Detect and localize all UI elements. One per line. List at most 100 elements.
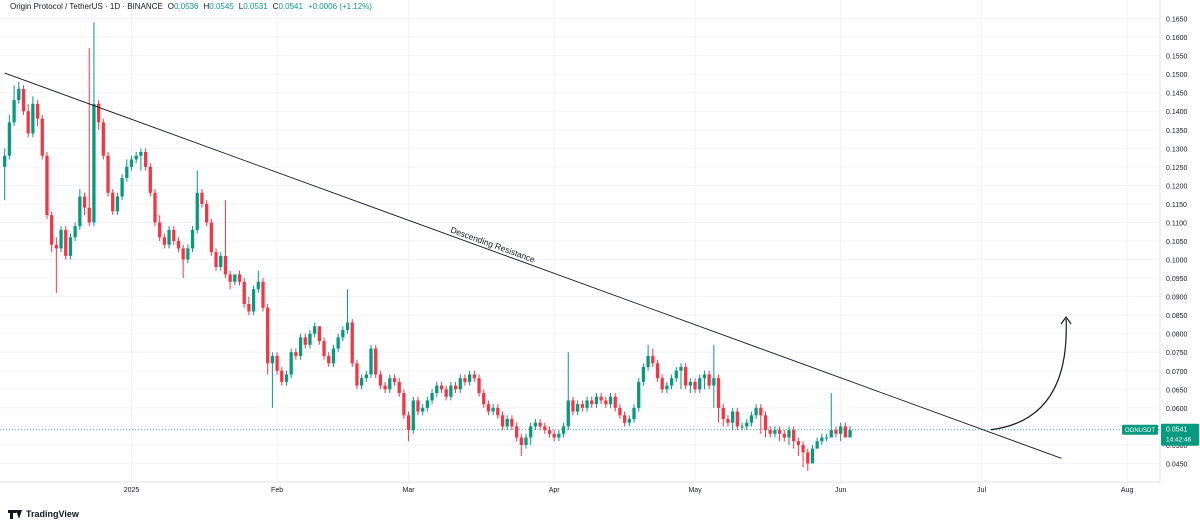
candle-body <box>604 400 608 405</box>
candle-body <box>26 111 30 134</box>
current-price-tag[interactable] <box>1161 423 1199 446</box>
time-axis[interactable]: 2025 Feb Mar Apr May Jun Jul Aug <box>0 481 1160 494</box>
price-tick-label: 0.1450 <box>1166 91 1188 98</box>
candle-body <box>613 396 617 408</box>
candle-body <box>200 192 204 204</box>
candle-body <box>158 222 162 238</box>
arrow-head-icon <box>1060 315 1072 325</box>
candle-body <box>17 88 21 101</box>
candle-body <box>486 404 491 412</box>
candle-body <box>35 103 40 119</box>
candle-body <box>425 400 430 408</box>
candle-body <box>406 415 411 431</box>
candle-body <box>745 422 749 427</box>
price-tick-label: 0.0500 <box>1166 443 1188 450</box>
candle-body <box>87 207 91 223</box>
bullish-arrow[interactable] <box>990 318 1067 431</box>
price-tick-label: 0.1050 <box>1166 239 1188 246</box>
candle-body <box>186 248 190 260</box>
candle-body <box>669 378 674 386</box>
candle-body <box>684 367 688 386</box>
high-value: 0.0545 <box>209 2 234 11</box>
candle-body <box>223 255 228 275</box>
candle-body <box>655 363 660 379</box>
candle-body <box>482 393 486 405</box>
candle-body <box>106 155 110 193</box>
candle-body <box>359 378 364 386</box>
candle-body <box>660 378 664 390</box>
candle-body <box>45 155 49 216</box>
candle-body <box>505 418 509 427</box>
price-tick-label: 0.1000 <box>1166 258 1188 265</box>
candle-body <box>594 396 599 405</box>
time-tick-label: Feb <box>271 487 283 494</box>
candle-body <box>815 441 819 449</box>
candle-body <box>364 374 368 379</box>
candle-body <box>327 355 331 364</box>
candle-body <box>12 100 16 123</box>
price-tick-label: 0.1250 <box>1166 165 1188 172</box>
candle-body <box>547 430 552 434</box>
candle-body <box>829 430 833 438</box>
candle-body <box>129 159 134 167</box>
candle-body <box>92 103 96 223</box>
candle-body <box>73 226 77 238</box>
candle-body <box>181 248 185 260</box>
price-tick-label: 0.1650 <box>1166 17 1188 24</box>
symbol-name[interactable]: Origin Protocol / TetherUS · 1D · BINANC… <box>10 2 163 11</box>
candle-body <box>435 385 439 394</box>
candle-body <box>529 426 533 438</box>
candle-body <box>303 337 307 345</box>
candle-body <box>721 407 725 419</box>
candle-body <box>566 400 570 427</box>
candle-body <box>726 418 730 423</box>
price-tick-label: 0.1200 <box>1166 183 1188 190</box>
open-label: O <box>167 2 175 11</box>
candle-body <box>810 448 815 464</box>
candle-body <box>237 274 242 282</box>
candle-body <box>294 352 298 356</box>
low-value: 0.0531 <box>243 2 268 11</box>
price-axis[interactable]: 0.04500.05000.05500.06000.06500.07000.07… <box>1122 0 1200 521</box>
candle-body <box>374 348 378 375</box>
candle-body <box>763 415 768 431</box>
candle-body <box>82 196 87 208</box>
price-tick-label: 0.0450 <box>1166 461 1188 468</box>
candle-body <box>444 389 448 397</box>
price-tick-label: 0.1500 <box>1166 72 1188 79</box>
price-tick-label: 0.1150 <box>1166 202 1187 209</box>
candle-body <box>768 430 772 434</box>
descending-resistance-line[interactable] <box>4 72 1062 459</box>
close-value: 0.0541 <box>278 2 303 11</box>
candle-body <box>289 352 293 375</box>
candle-body <box>411 400 415 431</box>
candle-body <box>21 88 26 112</box>
candle-body <box>571 400 575 412</box>
time-tick-label: May <box>688 487 702 494</box>
brand-name: TradingView <box>26 509 79 519</box>
candle-body <box>416 400 420 412</box>
candle-body <box>834 430 838 434</box>
tradingview-branding[interactable]: TradingView <box>8 509 79 519</box>
candle-body <box>219 255 223 267</box>
candle-body <box>251 289 256 312</box>
candle-body <box>204 203 209 223</box>
candle-body <box>674 370 678 379</box>
candle-body <box>698 378 702 390</box>
symbol-tag[interactable] <box>1122 424 1158 435</box>
candle-body <box>641 367 646 382</box>
time-tick-label: Jul <box>977 487 986 494</box>
candle-body <box>153 192 157 223</box>
candle-body <box>552 433 556 438</box>
time-tick-label: Mar <box>403 487 416 494</box>
candle-body <box>115 196 120 212</box>
time-tick-label: Aug <box>1121 487 1134 494</box>
candle-body <box>68 237 73 256</box>
candle-body <box>275 355 279 371</box>
candle-body <box>228 274 232 282</box>
time-tick-label: Jun <box>835 487 846 494</box>
price-tick-label: 0.0900 <box>1166 295 1188 302</box>
candle-body <box>533 422 538 427</box>
candle-body <box>543 426 547 431</box>
